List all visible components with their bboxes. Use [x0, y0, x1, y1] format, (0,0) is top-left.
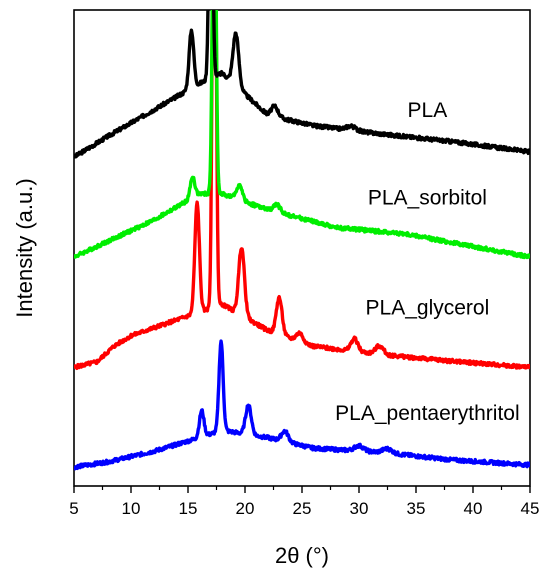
series-line-pla-pentaerythritol — [74, 339, 530, 471]
x-tick-label: 35 — [407, 499, 426, 518]
series-label-pla-sorbitol: PLA_sorbitol — [368, 186, 487, 209]
y-axis-title: Intensity (a.u.) — [12, 178, 37, 317]
x-tick-label: 5 — [69, 499, 78, 518]
series-label-pla-pentaerythritol: PLA_pentaerythritol — [335, 402, 519, 425]
x-axis-ticks: 5 10 15 20 25 30 35 40 45 — [69, 486, 539, 518]
series-line-pla — [74, 10, 530, 159]
x-tick-label: 45 — [521, 499, 540, 518]
series-line-pla-sorbitol — [74, 10, 530, 260]
x-tick-label: 10 — [122, 499, 141, 518]
x-tick-label: 30 — [350, 499, 369, 518]
x-tick-label: 40 — [464, 499, 483, 518]
series-group — [74, 10, 530, 471]
x-tick-label: 25 — [293, 499, 312, 518]
series-labels: PLA PLA_sorbitol PLA_glycerol PLA_pentaeryt… — [335, 99, 519, 425]
x-tick-label: 15 — [179, 499, 198, 518]
series-label-pla: PLA — [408, 99, 448, 122]
x-tick-label: 20 — [236, 499, 255, 518]
x-axis-title: 2θ (°) — [275, 543, 329, 568]
series-line-pla-glycerol — [74, 10, 530, 371]
series-label-pla-glycerol: PLA_glycerol — [366, 297, 490, 320]
